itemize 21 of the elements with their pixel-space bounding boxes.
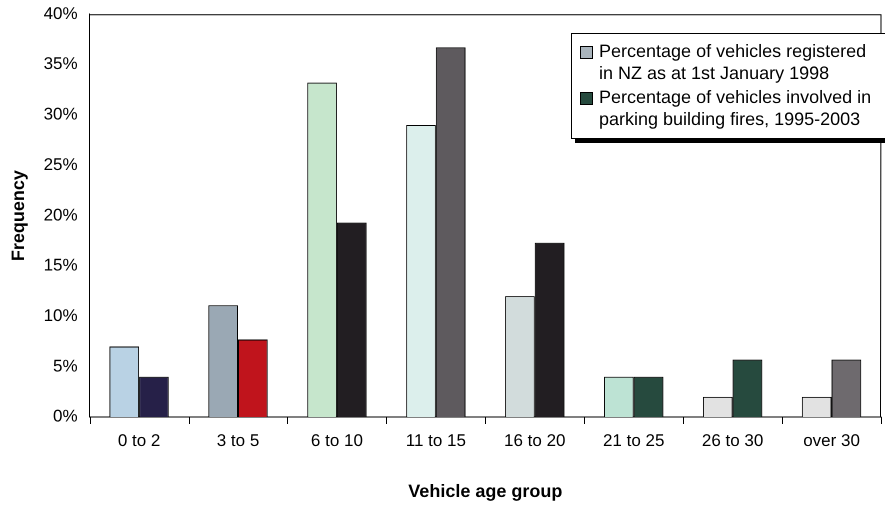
x-tick-label: over 30 [803, 430, 860, 450]
y-tick-label: 25% [44, 154, 78, 174]
y-tick-label: 20% [44, 205, 78, 224]
x-tick-label: 16 to 20 [504, 430, 566, 450]
legend-label: Percentage of vehicles involved in parking building fires, 1995-2003 [599, 86, 872, 130]
y-tick-label: 15% [44, 256, 78, 275]
y-tick-label: 35% [44, 54, 78, 74]
y-axis-title: Frequency [8, 170, 28, 262]
x-tick-label: 11 to 15 [406, 430, 466, 450]
y-tick-label: 5% [53, 356, 78, 376]
x-tick-label: 3 to 5 [216, 430, 260, 450]
y-tick-label: 30% [44, 104, 78, 124]
y-tick-label: 40% [44, 4, 78, 23]
y-tick-label: 0% [53, 406, 78, 426]
x-tick-label: 6 to 10 [310, 430, 363, 450]
x-tick-label: 26 to 30 [702, 430, 764, 450]
x-tick-label: 0 to 2 [118, 430, 160, 450]
y-tick-label: 10% [44, 306, 78, 325]
x-axis-title: Vehicle age group [408, 481, 562, 502]
legend-label: Percentage of vehicles registered in NZ as at 1st January 1998 [599, 40, 868, 84]
x-tick-label: 21 to 25 [602, 430, 664, 450]
